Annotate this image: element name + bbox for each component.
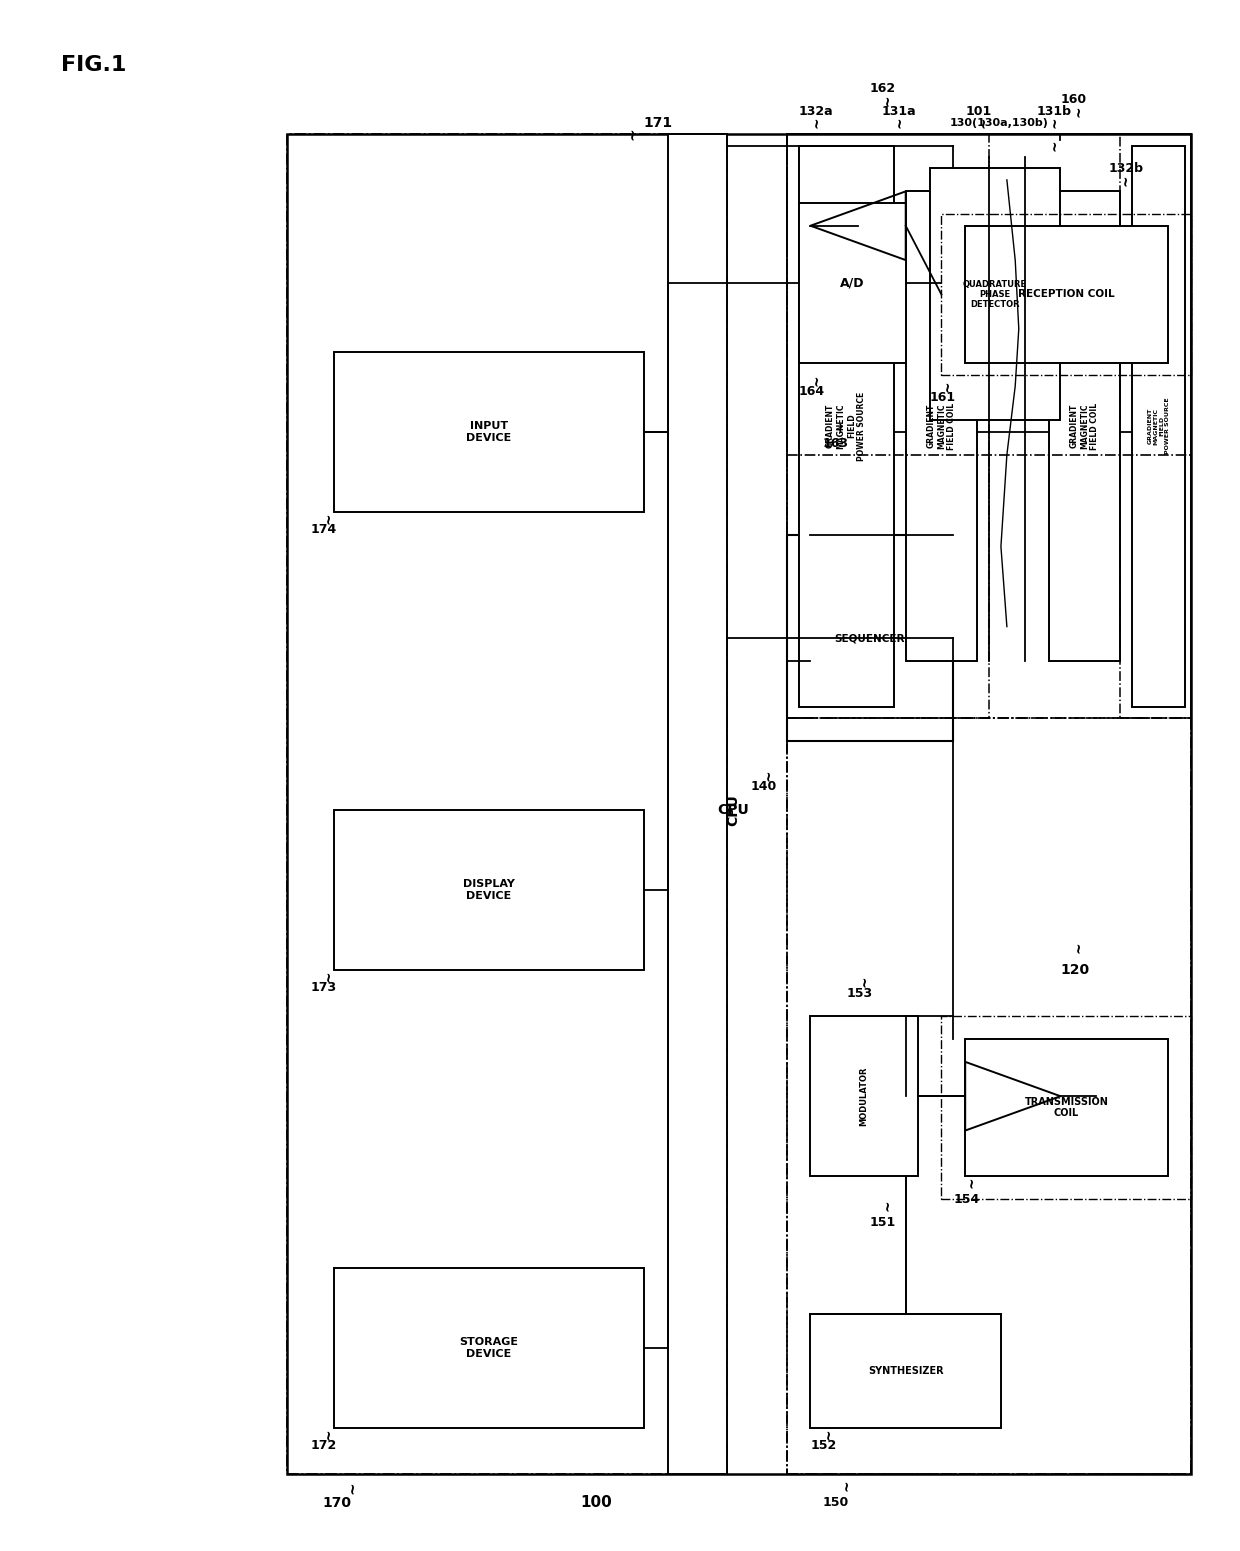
- Bar: [799, 203, 905, 363]
- Text: 131a: 131a: [882, 105, 916, 118]
- Text: ~: ~: [1048, 116, 1061, 129]
- Text: 174: 174: [310, 523, 337, 535]
- Text: ~: ~: [833, 420, 847, 433]
- Bar: [1120, 133, 1192, 718]
- Text: 161: 161: [930, 391, 956, 403]
- Text: FIG.1: FIG.1: [61, 56, 126, 76]
- Text: 132b: 132b: [1109, 161, 1143, 175]
- Text: GRADIENT
MAGNETIC
FIELD COIL: GRADIENT MAGNETIC FIELD COIL: [926, 403, 956, 450]
- Bar: [335, 1269, 644, 1428]
- Text: GRADIENT
MAGNETIC
FIELD COIL: GRADIENT MAGNETIC FIELD COIL: [1069, 403, 1099, 450]
- Bar: [811, 1016, 918, 1176]
- Text: SEQUENCER: SEQUENCER: [835, 633, 905, 644]
- Bar: [786, 133, 1192, 718]
- Bar: [799, 146, 894, 707]
- Text: A/D: A/D: [839, 276, 864, 290]
- Text: ~: ~: [321, 969, 335, 982]
- Text: TRANSMISSION
COIL: TRANSMISSION COIL: [1024, 1097, 1109, 1118]
- Text: CPU: CPU: [717, 803, 749, 817]
- Text: 101: 101: [965, 105, 992, 118]
- Text: 150: 150: [822, 1497, 848, 1509]
- Bar: [286, 133, 727, 1473]
- Text: ~: ~: [625, 127, 639, 141]
- Text: MODULATOR: MODULATOR: [859, 1067, 868, 1126]
- Text: ~: ~: [1071, 105, 1085, 116]
- Text: RECEPTION COIL: RECEPTION COIL: [1018, 290, 1115, 299]
- Text: 172: 172: [310, 1439, 337, 1452]
- Text: 171: 171: [644, 116, 673, 130]
- Text: ~: ~: [810, 116, 823, 129]
- Text: 160: 160: [1060, 93, 1086, 105]
- Text: GRADIENT
MAGNETIC
FIELD
POWER SOURCE: GRADIENT MAGNETIC FIELD POWER SOURCE: [826, 391, 867, 461]
- Text: ~: ~: [940, 380, 955, 392]
- Text: ~: ~: [810, 374, 823, 386]
- Text: ~: ~: [880, 95, 895, 105]
- Bar: [786, 718, 1192, 1473]
- Text: ~: ~: [761, 769, 776, 782]
- Text: ~: ~: [976, 116, 990, 129]
- Text: ~: ~: [1048, 140, 1061, 152]
- Bar: [1049, 191, 1120, 661]
- Text: ~: ~: [1071, 941, 1085, 954]
- Text: INPUT
DEVICE: INPUT DEVICE: [466, 420, 512, 442]
- Text: 100: 100: [580, 1495, 613, 1511]
- Text: ~: ~: [893, 116, 906, 129]
- Text: ~: ~: [839, 1480, 853, 1492]
- Bar: [811, 1314, 1001, 1428]
- Text: 132a: 132a: [799, 105, 833, 118]
- Text: QUADRATURE
PHASE
DETECTOR: QUADRATURE PHASE DETECTOR: [963, 279, 1027, 309]
- Text: ~: ~: [965, 1176, 978, 1188]
- Text: 164: 164: [799, 385, 825, 399]
- Text: 162: 162: [870, 82, 897, 95]
- Text: 151: 151: [870, 1216, 897, 1228]
- Text: DISPLAY
DEVICE: DISPLAY DEVICE: [463, 879, 515, 901]
- Text: 120: 120: [1060, 963, 1090, 977]
- Text: 163: 163: [822, 437, 848, 450]
- Bar: [786, 535, 954, 741]
- Text: GRADIENT
MAGNETIC
FIELD
POWER SOURCE: GRADIENT MAGNETIC FIELD POWER SOURCE: [1147, 399, 1169, 454]
- Text: ~: ~: [857, 976, 870, 988]
- Bar: [286, 133, 1192, 1473]
- Bar: [965, 226, 1168, 363]
- Bar: [905, 191, 977, 661]
- Text: 170: 170: [322, 1495, 351, 1509]
- Text: ~: ~: [880, 1199, 895, 1211]
- Bar: [965, 1039, 1168, 1176]
- Text: 131b: 131b: [1037, 105, 1071, 118]
- Text: 152: 152: [811, 1439, 837, 1452]
- Text: ~: ~: [345, 1481, 360, 1494]
- Text: SYNTHESIZER: SYNTHESIZER: [868, 1366, 944, 1376]
- Text: ~: ~: [1118, 174, 1133, 186]
- Bar: [786, 133, 990, 718]
- Text: CPU: CPU: [727, 794, 740, 825]
- Text: ~: ~: [321, 1428, 335, 1439]
- Bar: [941, 1016, 1192, 1199]
- Text: 154: 154: [954, 1193, 980, 1205]
- Bar: [786, 133, 1192, 1473]
- Text: 153: 153: [846, 986, 872, 999]
- Text: 140: 140: [751, 780, 777, 794]
- Text: STORAGE
DEVICE: STORAGE DEVICE: [460, 1337, 518, 1359]
- Bar: [1132, 146, 1185, 707]
- Bar: [335, 810, 644, 971]
- Bar: [335, 352, 644, 512]
- Bar: [786, 133, 1192, 454]
- Text: 173: 173: [310, 980, 336, 994]
- Text: 130(130a,130b): 130(130a,130b): [950, 118, 1049, 127]
- Bar: [941, 214, 1192, 375]
- Bar: [667, 133, 727, 1473]
- Bar: [930, 169, 1060, 420]
- Text: ~: ~: [821, 1428, 836, 1439]
- Text: ~: ~: [321, 512, 335, 524]
